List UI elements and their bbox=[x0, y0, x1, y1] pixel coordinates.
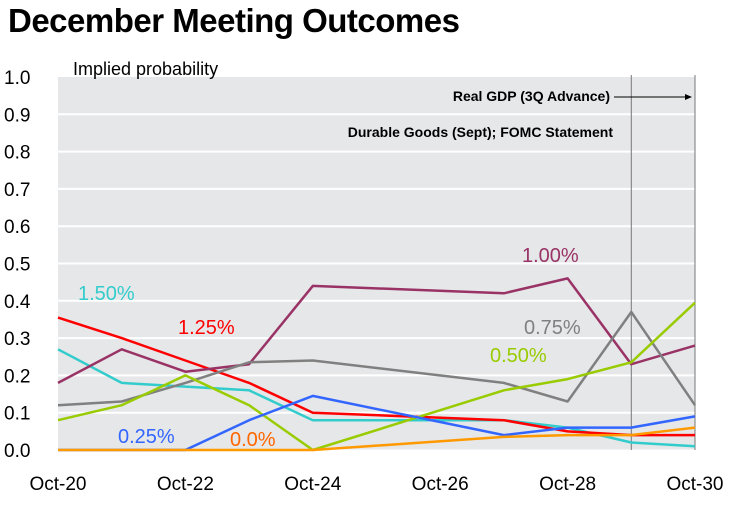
series-line-150 bbox=[57, 348, 696, 448]
x-tick-label: Oct-20 bbox=[29, 474, 86, 495]
series-label: 0.25% bbox=[118, 426, 175, 448]
series-label: 1.00% bbox=[522, 245, 579, 267]
y-tick-label: 0.2 bbox=[4, 366, 30, 387]
x-tick-label: Oct-22 bbox=[157, 474, 214, 495]
y-tick-label: 0.0 bbox=[4, 441, 30, 462]
annotation-gdp: Real GDP (3Q Advance) bbox=[453, 88, 610, 104]
y-tick-label: 0.1 bbox=[4, 404, 30, 425]
x-axis-ticks: Oct-20 Oct-22 Oct-24 Oct-26 Oct-28 Oct-30 bbox=[29, 474, 723, 495]
y-tick-label: 0.7 bbox=[4, 180, 30, 201]
series-labels: 1.50% 1.25% 1.00% 0.75% 0.50% 0.25% 0.0% bbox=[78, 245, 581, 451]
series-line-100 bbox=[57, 277, 696, 385]
x-tick-label: Oct-28 bbox=[539, 474, 596, 495]
annotations: Real GDP (3Q Advance) Durable Goods (Sep… bbox=[348, 88, 692, 140]
y-tick-label: 0.6 bbox=[4, 217, 30, 238]
series-label: 1.25% bbox=[178, 317, 235, 339]
y-tick-label: 0.5 bbox=[4, 255, 30, 276]
chart-title: December Meeting Outcomes bbox=[8, 2, 460, 39]
series-label: 0.50% bbox=[490, 345, 547, 367]
series-lines bbox=[57, 277, 697, 452]
series-label: 1.50% bbox=[78, 283, 135, 305]
x-tick-label: Oct-30 bbox=[666, 474, 723, 495]
y-tick-label: 0.9 bbox=[4, 105, 30, 126]
series-line-00 bbox=[58, 426, 696, 452]
annotation-fomc: Durable Goods (Sept); FOMC Statement bbox=[348, 124, 614, 140]
y-tick-label: 0.4 bbox=[4, 292, 31, 313]
x-tick-label: Oct-26 bbox=[412, 474, 469, 495]
y-tick-label: 0.3 bbox=[4, 329, 30, 350]
event-lines bbox=[630, 75, 696, 450]
y-tick-label: 0.8 bbox=[4, 143, 30, 164]
arrow-head-icon bbox=[685, 94, 692, 100]
series-label: 0.0% bbox=[230, 429, 276, 451]
y-axis-ticks: 0.0 0.1 0.2 0.3 0.4 0.5 0.6 0.7 0.8 0.9 1.0 bbox=[4, 68, 31, 462]
x-tick-label: Oct-24 bbox=[284, 474, 341, 495]
y-axis-label: Implied probability bbox=[73, 59, 218, 79]
series-label: 0.75% bbox=[524, 317, 581, 339]
grid bbox=[58, 113, 695, 451]
y-tick-label: 1.0 bbox=[4, 68, 30, 89]
